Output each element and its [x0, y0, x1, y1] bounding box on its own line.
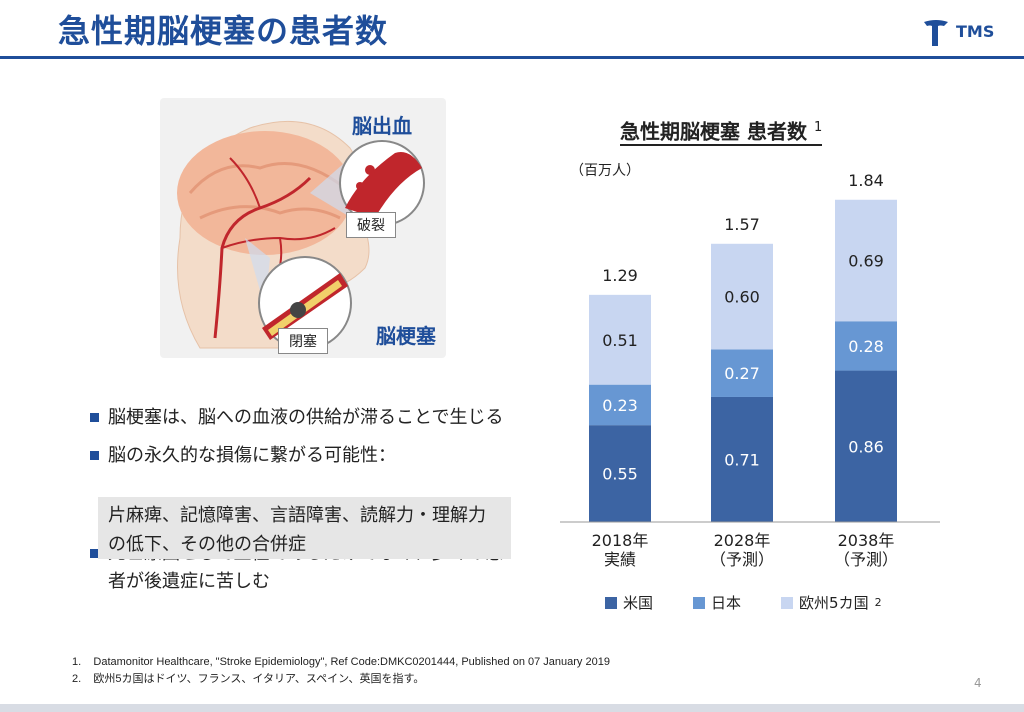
legend-swatch: [605, 596, 617, 609]
bar-segment: [711, 396, 773, 522]
category-label: 実績: [604, 550, 636, 569]
category-label: （予測）: [834, 550, 898, 569]
data-label: 0.69: [848, 252, 884, 271]
chart-legend: 米国 日本 欧州5カ国 2: [605, 592, 882, 613]
data-label: 0.55: [602, 465, 638, 484]
bullet-square-icon: [90, 413, 99, 422]
bullet-text: 脳の永久的な損傷に繋がる可能性：: [108, 445, 396, 466]
data-label: 0.28: [848, 337, 884, 356]
rupture-label: 破裂: [346, 212, 396, 238]
bullet-item: 脳梗塞は、脳への血液の供給が滞ることで生じる: [88, 404, 533, 432]
category-label: 2028年: [714, 531, 771, 550]
bullet-text: 脳梗塞は、脳への血液の供給が滞ることで生じる: [108, 407, 504, 428]
bar-segment: [589, 384, 651, 426]
data-label: 0.51: [602, 331, 638, 350]
legend-label: 欧州5カ国: [799, 594, 869, 612]
bar-segment: [835, 370, 897, 522]
bullet-square-icon: [90, 451, 99, 460]
infarction-label: 脳梗塞: [376, 324, 436, 348]
legend-swatch: [781, 596, 794, 609]
hemorrhage-label: 脳出血: [352, 114, 412, 138]
bar-segment: [589, 294, 651, 385]
bar-segment: [835, 199, 897, 322]
bottom-bar: [0, 704, 1024, 712]
footnote-1: 1. Datamonitor Healthcare, "Stroke Epide…: [72, 656, 610, 668]
logo-text: TMS: [956, 22, 995, 41]
legend-label: 日本: [711, 594, 742, 612]
bar-segment: [589, 425, 651, 522]
data-label: 0.60: [724, 288, 760, 307]
data-label: 0.71: [724, 450, 760, 469]
total-label: 1.57: [724, 215, 760, 234]
chart-title-note: 1: [813, 120, 823, 135]
data-label: 0.86: [848, 437, 884, 456]
complications-box: 片麻痺、記憶障害、言語障害、読解力・理解力の低下、その他の合併症: [98, 497, 511, 559]
title-rule: [0, 56, 1024, 59]
legend-item-japan: 日本: [693, 592, 741, 613]
legend-item-europe: 欧州5カ国 2: [781, 592, 882, 613]
bullet-item: 脳の永久的な損傷に繋がる可能性：: [88, 442, 528, 470]
data-label: 0.27: [724, 364, 760, 383]
page-title: 急性期脳梗塞の患者数: [58, 12, 389, 50]
category-label: 2038年: [838, 531, 895, 550]
legend-swatch: [693, 596, 706, 609]
category-label: （予測）: [710, 550, 774, 569]
footnotes: 1. Datamonitor Healthcare, "Stroke Epide…: [72, 654, 610, 688]
chart-unit: （百万人）: [570, 163, 640, 179]
bar-segment: [711, 349, 773, 397]
legend-item-us: 米国: [605, 592, 653, 613]
bullet-square-icon: [90, 549, 99, 558]
bar-segment: [835, 321, 897, 371]
occlusion-label: 閉塞: [278, 328, 328, 354]
chart-title-text: 急性期脳梗塞 患者数: [620, 119, 807, 144]
bar-segment: [711, 243, 773, 350]
footnote-2: 2. 欧州5カ国はドイツ、フランス、イタリア、スペイン、英国を指す。: [72, 673, 425, 685]
category-label: 2018年: [592, 531, 649, 550]
legend-label: 米国: [623, 594, 654, 612]
chart-title: 急性期脳梗塞 患者数 1: [620, 116, 823, 146]
total-label: 1.29: [602, 266, 638, 285]
brain-illustration: 脳出血 破裂 閉塞 脳梗塞: [160, 98, 446, 358]
tms-logo-icon: [924, 20, 948, 46]
total-label: 1.84: [848, 171, 884, 190]
data-label: 0.23: [602, 396, 638, 415]
legend-note: 2: [874, 596, 882, 609]
page-number: 4: [974, 676, 982, 690]
